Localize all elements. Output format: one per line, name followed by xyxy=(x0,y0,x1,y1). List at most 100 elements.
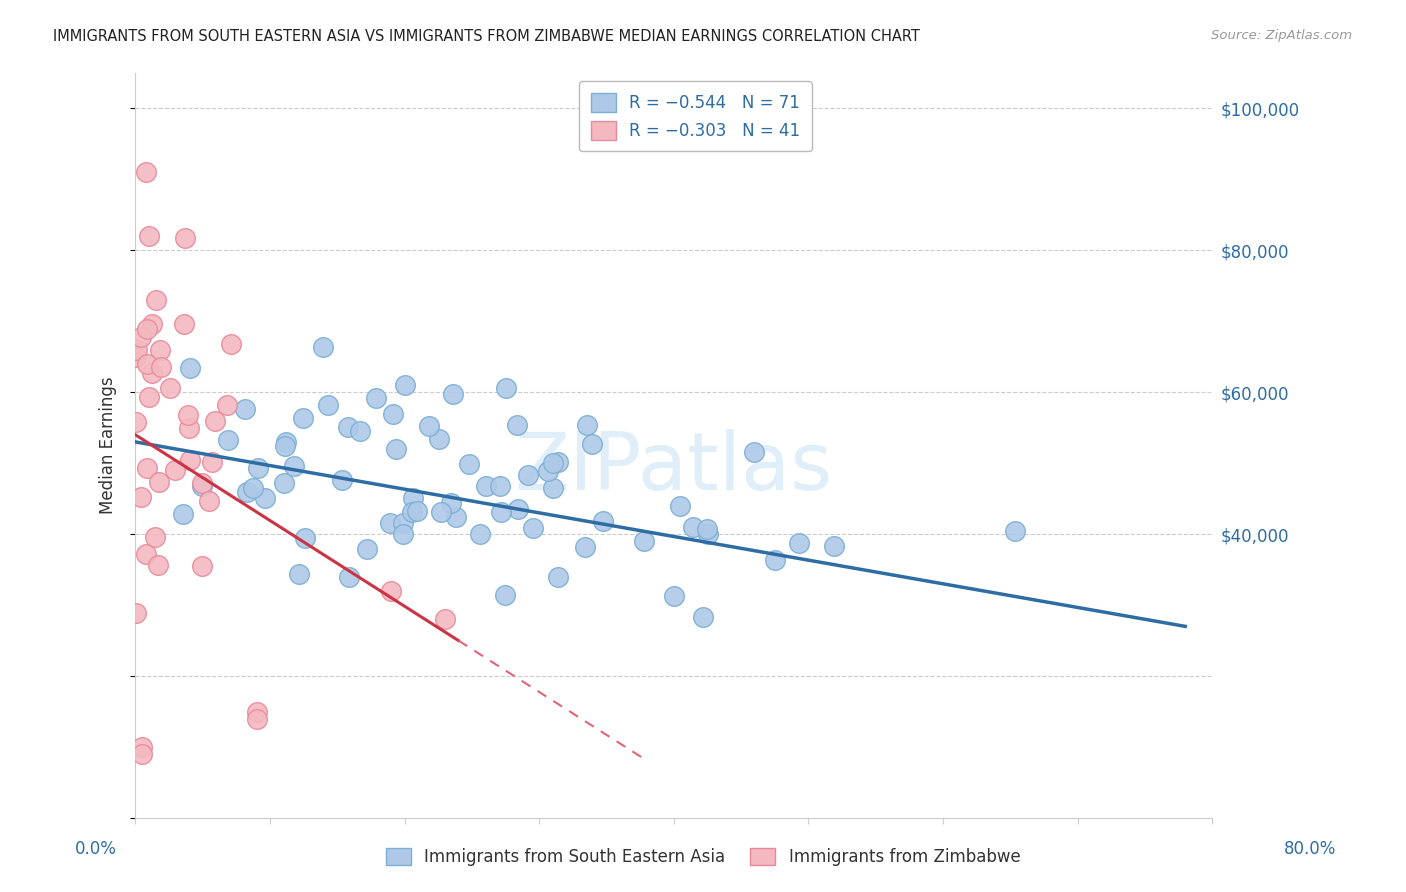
Point xyxy=(274,439,297,453)
Point xyxy=(669,500,692,514)
Point xyxy=(823,539,845,553)
Point xyxy=(204,413,226,427)
Point xyxy=(392,527,415,541)
Point xyxy=(311,340,333,354)
Point xyxy=(401,504,423,518)
Point xyxy=(129,490,152,504)
Point xyxy=(378,516,401,531)
Point xyxy=(336,420,359,434)
Point xyxy=(592,515,614,529)
Point xyxy=(276,435,298,450)
Point xyxy=(697,526,720,541)
Point xyxy=(163,463,186,477)
Point xyxy=(364,391,387,405)
Point xyxy=(440,495,463,509)
Point xyxy=(742,445,765,459)
Point xyxy=(394,378,416,392)
Point xyxy=(489,478,512,492)
Point xyxy=(356,542,378,557)
Point xyxy=(173,318,195,332)
Point xyxy=(508,501,530,516)
Point xyxy=(662,589,685,603)
Point xyxy=(179,360,201,375)
Point xyxy=(245,705,267,719)
Point xyxy=(201,455,224,469)
Point xyxy=(458,457,481,471)
Point xyxy=(145,293,167,307)
Point xyxy=(138,229,160,244)
Point xyxy=(516,467,538,482)
Point xyxy=(247,461,270,475)
Point xyxy=(135,165,157,179)
Point xyxy=(470,527,492,541)
Point xyxy=(433,612,456,626)
Point xyxy=(541,456,564,470)
Point xyxy=(696,522,718,536)
Point xyxy=(522,521,544,535)
Point xyxy=(494,589,516,603)
Point xyxy=(273,476,295,491)
Point xyxy=(692,610,714,624)
Point xyxy=(131,739,153,754)
Point xyxy=(177,409,200,423)
Point xyxy=(292,411,315,425)
Text: Source: ZipAtlas.com: Source: ZipAtlas.com xyxy=(1212,29,1353,42)
Point xyxy=(633,534,655,549)
Point xyxy=(489,505,512,519)
Point xyxy=(581,436,603,450)
Point xyxy=(418,419,440,434)
Point xyxy=(446,510,468,524)
Point xyxy=(541,481,564,495)
Point xyxy=(430,505,453,519)
Point xyxy=(547,570,569,584)
Point xyxy=(148,475,170,489)
Point xyxy=(233,401,256,416)
Point xyxy=(198,494,221,508)
Legend: Immigrants from South Eastern Asia, Immigrants from Zimbabwe: Immigrants from South Eastern Asia, Immi… xyxy=(380,841,1026,873)
Point xyxy=(405,504,427,518)
Point xyxy=(236,485,259,500)
Point xyxy=(141,317,163,331)
Point xyxy=(316,398,339,412)
Point xyxy=(682,520,704,534)
Point xyxy=(384,442,406,456)
Point xyxy=(294,531,316,545)
Point xyxy=(191,478,214,492)
Point xyxy=(129,330,152,344)
Point xyxy=(159,381,181,395)
Point xyxy=(392,516,415,530)
Point xyxy=(574,540,596,554)
Point xyxy=(283,459,305,474)
Point xyxy=(381,408,404,422)
Point xyxy=(1004,524,1026,539)
Point xyxy=(141,366,163,380)
Legend: R = −0.544   N = 71, R = −0.303   N = 41: R = −0.544 N = 71, R = −0.303 N = 41 xyxy=(579,81,811,152)
Point xyxy=(427,432,450,446)
Point xyxy=(380,583,402,598)
Point xyxy=(146,558,169,572)
Point xyxy=(149,343,172,357)
Text: IMMIGRANTS FROM SOUTH EASTERN ASIA VS IMMIGRANTS FROM ZIMBABWE MEDIAN EARNINGS C: IMMIGRANTS FROM SOUTH EASTERN ASIA VS IM… xyxy=(53,29,921,44)
Point xyxy=(349,424,371,438)
Point xyxy=(288,566,311,581)
Point xyxy=(475,479,498,493)
Text: 0.0%: 0.0% xyxy=(75,840,117,858)
Point xyxy=(330,474,353,488)
Y-axis label: Median Earnings: Median Earnings xyxy=(100,376,117,515)
Point xyxy=(179,453,201,467)
Point xyxy=(219,337,242,351)
Point xyxy=(131,747,153,761)
Point xyxy=(150,360,173,375)
Point xyxy=(138,391,160,405)
Point xyxy=(337,570,360,584)
Point xyxy=(143,530,166,544)
Point xyxy=(174,231,197,245)
Text: ZIPatlas: ZIPatlas xyxy=(515,429,832,507)
Point xyxy=(495,381,517,395)
Point xyxy=(125,350,148,364)
Point xyxy=(254,491,277,505)
Point xyxy=(172,508,194,522)
Point xyxy=(217,433,239,447)
Point xyxy=(215,398,238,412)
Point xyxy=(242,481,264,495)
